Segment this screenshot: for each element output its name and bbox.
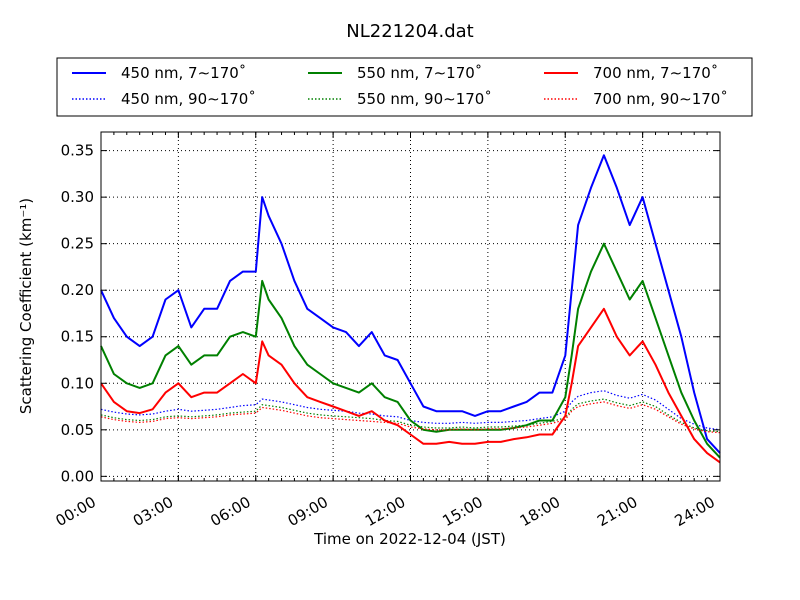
x-tick-label: 03:00 (130, 493, 176, 530)
y-axis-label: Scattering Coefficient (km⁻¹) (17, 198, 35, 414)
x-tick-label: 00:00 (53, 493, 99, 530)
series-line-1 (100, 154, 721, 454)
series-layer (100, 154, 721, 464)
legend-label: 550 nm, 7∼170˚ (357, 64, 482, 82)
x-tick-label: 24:00 (672, 493, 718, 530)
legend-label: 700 nm, 90∼170˚ (593, 90, 728, 108)
x-tick-label: 06:00 (207, 493, 253, 530)
x-tick-label: 09:00 (285, 493, 331, 530)
y-tick-label: 0.20 (61, 281, 94, 299)
chart-title: NL221204.dat (346, 21, 473, 42)
x-tick-label: 21:00 (594, 493, 640, 530)
series-line-6 (100, 401, 721, 434)
series-line-3 (100, 242, 721, 459)
x-axis-label: Time on 2022-12-04 (JST) (313, 530, 506, 548)
series-line-5 (100, 307, 721, 464)
y-tick-label: 0.25 (61, 235, 94, 253)
series-line-2 (100, 390, 721, 431)
x-tick-label: 15:00 (439, 493, 485, 530)
y-tick-label: 0.00 (61, 467, 94, 485)
legend-label: 700 nm, 7∼170˚ (593, 64, 718, 82)
legend-label: 450 nm, 90∼170˚ (121, 90, 256, 108)
series-line-4 (100, 398, 721, 433)
legend-label: 550 nm, 90∼170˚ (357, 90, 492, 108)
x-tick-label: 12:00 (362, 493, 408, 530)
y-tick-label: 0.15 (61, 328, 94, 346)
y-tick-label: 0.05 (61, 421, 94, 439)
legend: 450 nm, 7∼170˚ 550 nm, 7∼170˚ 700 nm, 7∼17… (56, 57, 753, 117)
y-tick-label: 0.35 (61, 142, 94, 160)
ticks (100, 132, 721, 481)
legend-label: 450 nm, 7∼170˚ (121, 64, 246, 82)
y-tick-label: 0.30 (61, 188, 94, 206)
legend-frame (56, 57, 753, 117)
y-tick-label: 0.10 (61, 374, 94, 392)
x-tick-label: 18:00 (517, 493, 563, 530)
grid (101, 132, 720, 481)
